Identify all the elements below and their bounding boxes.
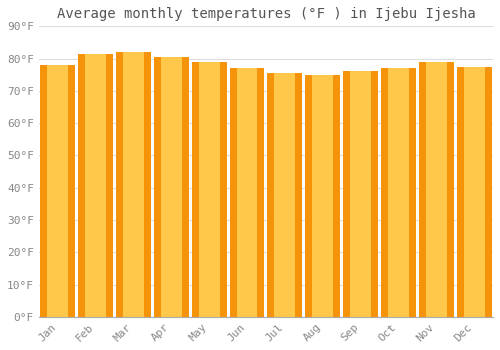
Bar [154, 57, 188, 317]
Bar [85, 54, 106, 317]
Bar [123, 52, 144, 317]
Bar [192, 62, 226, 317]
Bar [161, 57, 182, 317]
Title: Average monthly temperatures (°F ) in Ijebu Ijesha: Average monthly temperatures (°F ) in Ij… [56, 7, 476, 21]
Bar [419, 62, 454, 317]
Bar [48, 65, 68, 317]
Bar [350, 71, 371, 317]
Bar [116, 52, 151, 317]
Bar [343, 71, 378, 317]
Bar [381, 68, 416, 317]
Bar [40, 65, 75, 317]
Bar [464, 66, 484, 317]
Bar [388, 68, 409, 317]
Bar [426, 62, 446, 317]
Bar [236, 68, 258, 317]
Bar [230, 68, 264, 317]
Bar [306, 75, 340, 317]
Bar [268, 73, 302, 317]
Bar [312, 75, 333, 317]
Bar [78, 54, 113, 317]
Bar [456, 66, 492, 317]
Bar [198, 62, 220, 317]
Bar [274, 73, 295, 317]
